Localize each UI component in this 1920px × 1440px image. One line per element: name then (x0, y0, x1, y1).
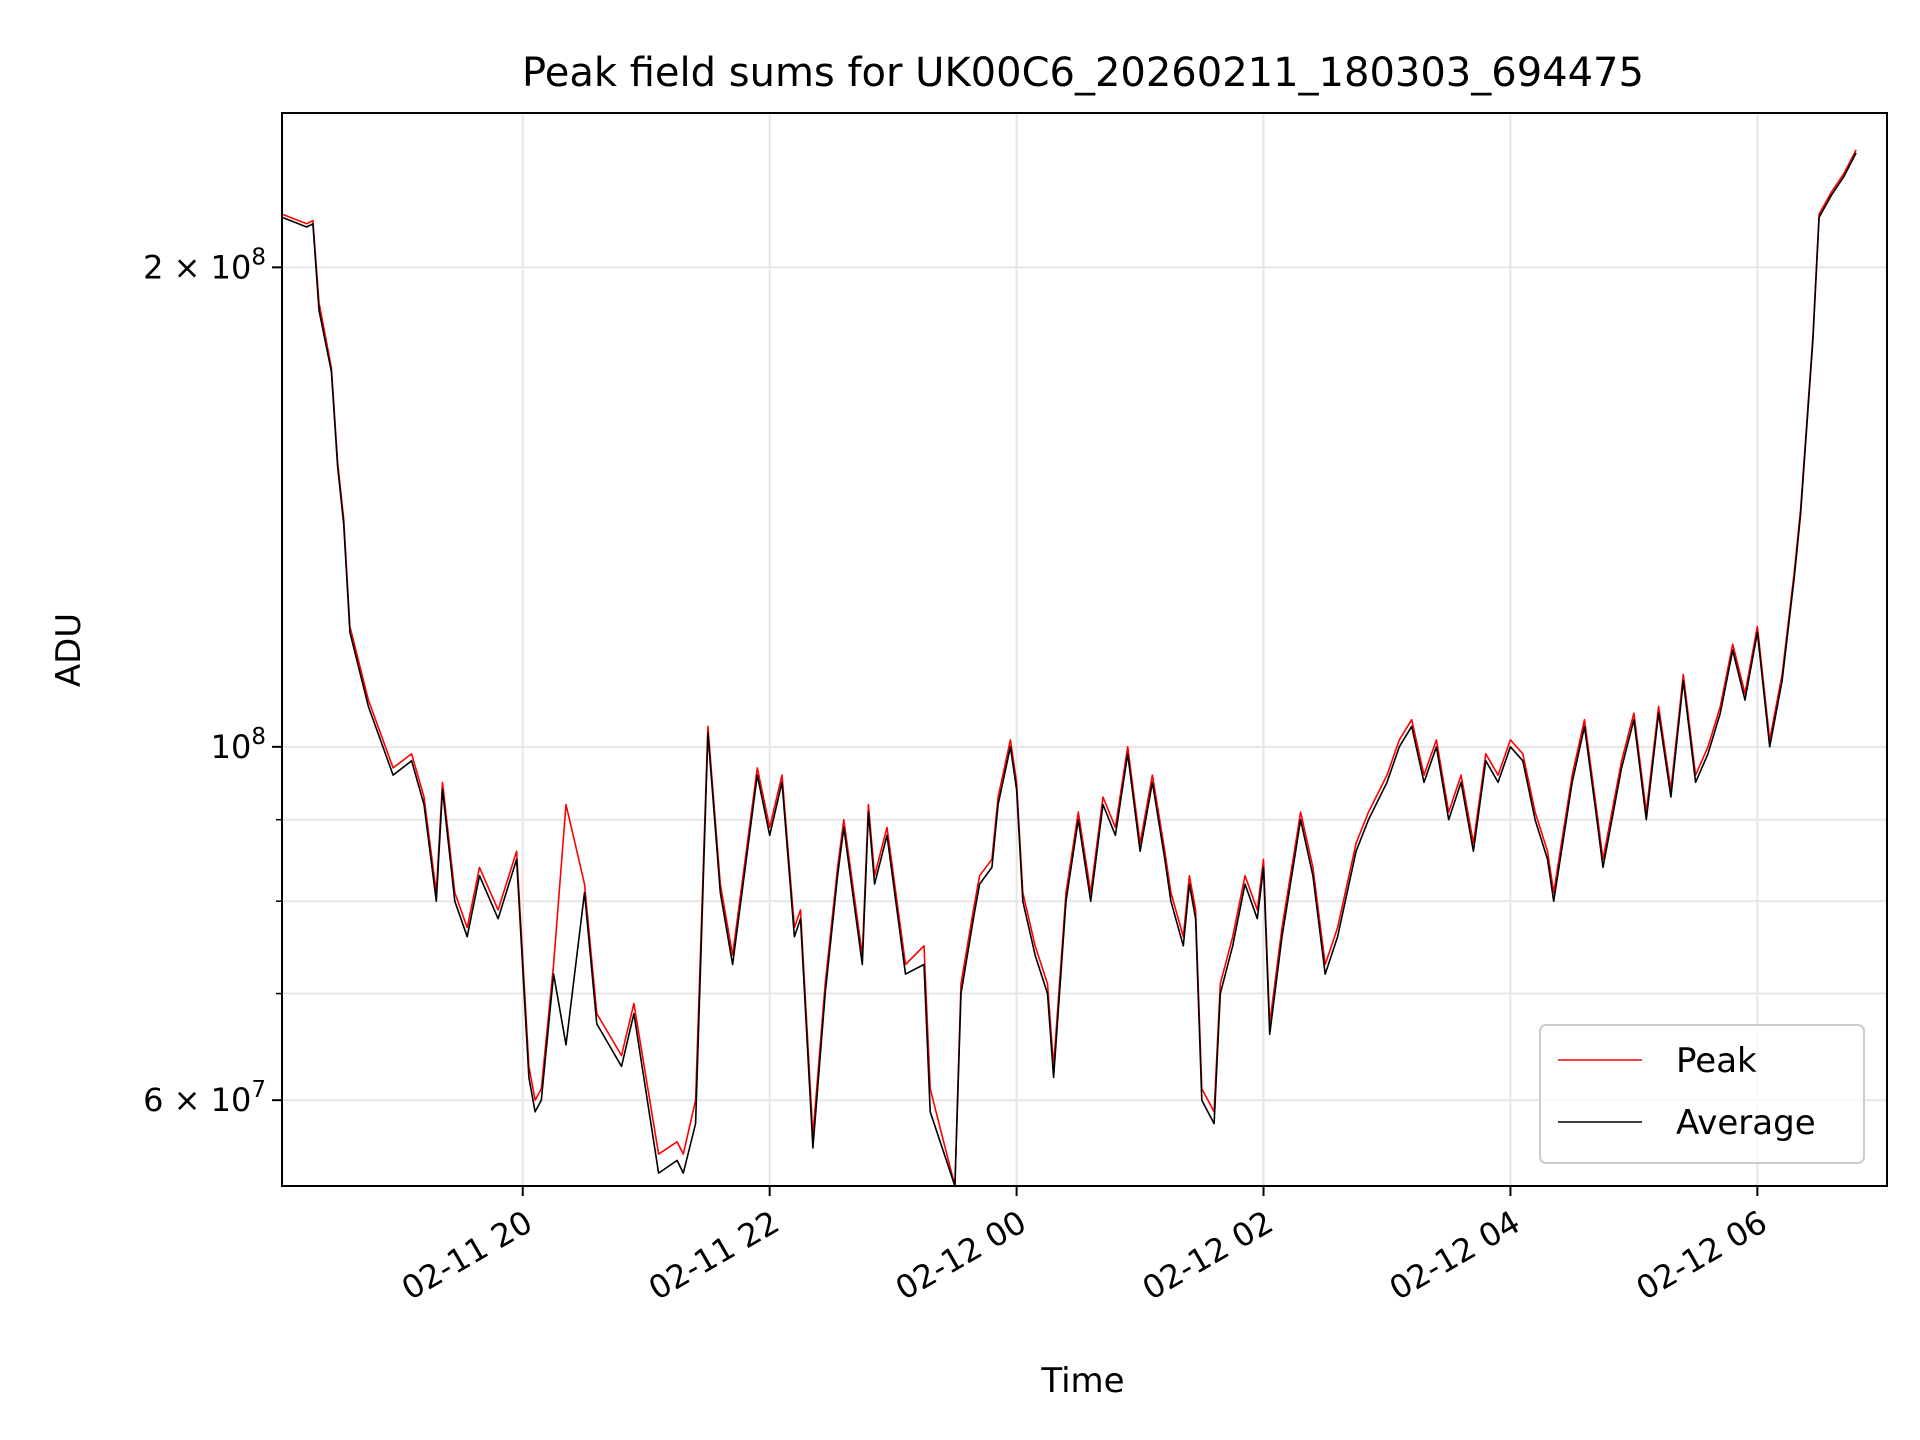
y-tick-label: 108 (211, 724, 266, 766)
y-tick-label: 6 × 107 (143, 1077, 266, 1119)
y-tick-label: 2 × 108 (143, 244, 266, 286)
x-axis-label: Time (1040, 1361, 1124, 1401)
chart-title: Peak field sums for UK00C6_20260211_1803… (522, 50, 1644, 96)
y-axis: 6 × 107 108 2 × 108 (143, 244, 282, 1119)
y-axis-label: ADU (49, 613, 89, 687)
legend: Peak Average (1539, 1024, 1865, 1164)
series-lines (281, 149, 1857, 1187)
legend-label-average: Average (1676, 1103, 1816, 1143)
series-line-peak (281, 149, 1857, 1187)
legend-label-peak: Peak (1676, 1041, 1757, 1081)
plot-area-frame (281, 112, 1888, 1187)
grid-lines (282, 113, 1887, 1186)
series-line-average (281, 152, 1857, 1187)
